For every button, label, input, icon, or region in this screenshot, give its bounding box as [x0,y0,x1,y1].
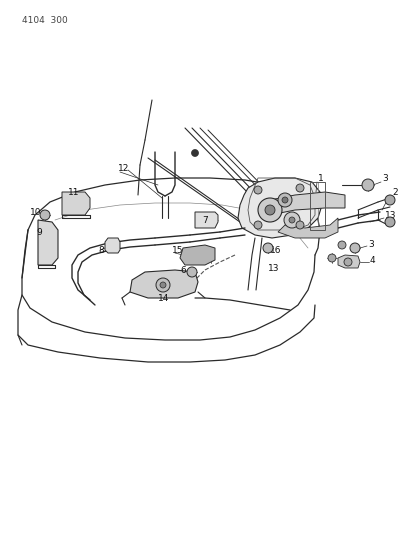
Circle shape [254,221,261,229]
Polygon shape [195,212,218,228]
Polygon shape [337,255,359,268]
Circle shape [155,278,170,292]
Circle shape [295,221,303,229]
Text: 1: 1 [317,174,323,182]
Circle shape [277,193,291,207]
Polygon shape [62,192,90,215]
Text: 3: 3 [367,239,373,248]
Text: 2: 2 [391,188,397,197]
Circle shape [281,197,287,203]
Text: 11: 11 [68,188,79,197]
Text: 4104  300: 4104 300 [22,16,67,25]
Circle shape [254,186,261,194]
Circle shape [384,195,394,205]
Circle shape [257,198,281,222]
Text: 4: 4 [369,255,375,264]
Polygon shape [38,220,58,265]
Circle shape [288,217,294,223]
Circle shape [295,184,303,192]
Polygon shape [277,218,337,238]
Text: 12: 12 [118,164,129,173]
Circle shape [361,179,373,191]
Circle shape [327,254,335,262]
Text: 6: 6 [180,265,185,274]
Text: 13: 13 [267,263,279,272]
Circle shape [264,205,274,215]
Circle shape [283,212,299,228]
Text: 8: 8 [98,246,103,254]
Circle shape [191,149,198,157]
Circle shape [349,243,359,253]
Text: 15: 15 [172,246,183,254]
Polygon shape [105,238,120,253]
Circle shape [160,282,166,288]
Text: 16: 16 [270,246,281,254]
Circle shape [187,267,196,277]
Circle shape [337,241,345,249]
Text: 9: 9 [36,228,42,237]
Circle shape [384,217,394,227]
Polygon shape [130,270,198,298]
Text: 7: 7 [202,215,207,224]
Text: 3: 3 [381,174,387,182]
Text: 13: 13 [384,211,396,220]
Circle shape [40,210,50,220]
Polygon shape [237,178,321,238]
Circle shape [262,243,272,253]
Text: 14: 14 [157,294,169,303]
Polygon shape [270,192,344,215]
Circle shape [343,258,351,266]
Polygon shape [180,245,214,265]
Text: 10: 10 [30,207,41,216]
